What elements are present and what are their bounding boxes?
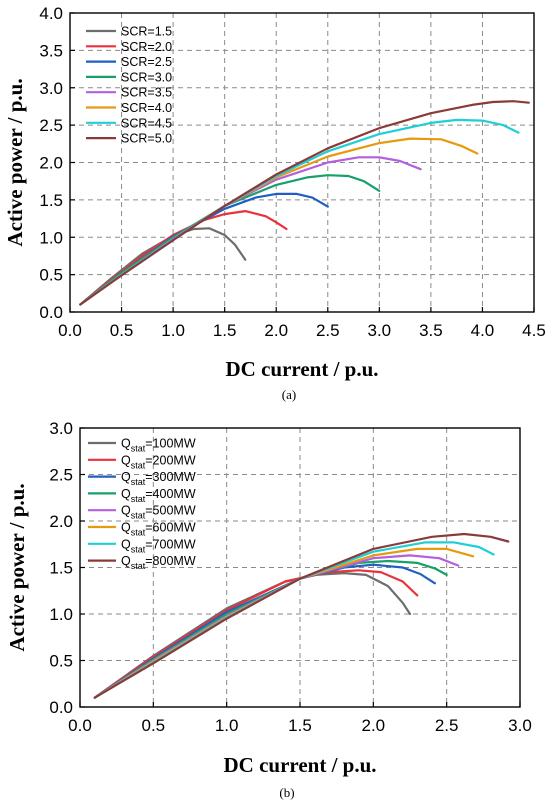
x-tick-label: 1.5 [288,716,312,735]
series-line-4 [93,559,448,699]
legend-label-7: Qstat=700MW [121,537,196,554]
x-axis-title: DC current / p.u. [223,753,376,777]
x-tick-label: 1.5 [213,321,237,340]
y-tick-label: 1.0 [39,228,63,247]
series-line-6 [93,547,475,699]
y-tick-label: 1.0 [49,605,73,624]
x-tick-label: 3.5 [419,321,443,340]
legend-label-1: Qstat=100MW [121,437,196,454]
x-axis-title: DC current / p.u. [225,357,378,381]
x-tick-label: 3.0 [368,321,392,340]
y-tick-label: 0.0 [39,303,63,322]
legend-label-5: Qstat=500MW [121,504,196,521]
legend-label-1: SCR=1.5 [121,25,172,39]
legend-label-7: SCR=4.5 [121,116,172,130]
chart-a: 0.0 0.5 1.0 1.5 2.0 2.5 3.0 3.5 4.0 4.5 0.0 0.5 1.0 1… [3,4,546,402]
y-axis-title: Active power / p.u. [5,483,29,651]
series-line-3 [79,192,329,306]
x-tick-label: 1.0 [161,321,185,340]
series-line-8 [79,100,530,306]
y-tick-label: 2.0 [39,154,63,173]
series-line-7 [79,118,520,306]
legend: SCR=1.5SCR=2.0SCR=2.5SCR=3.0SCR=3.5SCR=4… [86,25,172,146]
x-tick-label: 0.5 [110,321,134,340]
y-tick-label: 1.5 [49,559,73,578]
legend-label-3: Qstat=300MW [121,470,196,487]
y-tick-label: 2.5 [39,116,63,135]
figure-caption: (b) [279,785,294,800]
legend-label-4: SCR=3.0 [121,70,172,84]
legend: Qstat=100MWQstat=200MWQstat=300MWQstat=4… [88,437,196,571]
series-line-6 [79,137,479,306]
y-tick-label: 0.0 [49,698,73,717]
y-tick-label: 2.0 [49,512,73,531]
x-tick-label: 2.0 [362,716,386,735]
x-tick-label: 3.0 [508,716,532,735]
series-line-2 [93,569,419,699]
x-tick-label: 0.0 [68,716,92,735]
x-tick-label: 1.0 [215,716,239,735]
x-tick-label: 0.5 [142,716,166,735]
y-tick-label: 3.0 [39,79,63,98]
y-tick-label: 3.0 [49,419,73,438]
x-tick-label: 2.5 [435,716,459,735]
legend-label-6: SCR=4.0 [121,101,172,115]
series-line-5 [93,554,460,699]
y-tick-label: 1.5 [39,191,63,210]
x-tick-label: 4.5 [522,321,546,340]
y-tick-label: 0.5 [39,266,63,285]
y-tick-label: 3.5 [39,41,63,60]
series-line-1 [79,227,247,306]
series-line-5 [79,156,422,306]
series-line-4 [79,174,381,306]
figure-caption: (a) [282,387,296,402]
series-line-1 [93,571,412,699]
chart-b: 0.0 0.5 1.0 1.5 2.0 2.5 3.0 0.0 0.5 1.0 1.5 2.0 2.5 3… [5,419,532,800]
legend-label-8: SCR=5.0 [121,132,172,146]
legend-label-4: Qstat=400MW [121,487,196,504]
legend-label-2: Qstat=200MW [121,453,196,470]
x-tick-label: 4.0 [471,321,495,340]
legend-label-6: Qstat=600MW [121,521,196,538]
legend-label-2: SCR=2.0 [121,40,172,54]
legend-label-8: Qstat=800MW [121,554,196,571]
x-tick-label: 2.0 [264,321,288,340]
y-tick-label: 2.5 [49,466,73,485]
y-tick-label: 0.5 [49,652,73,671]
series-line-8 [93,532,510,699]
series-line-2 [79,210,288,306]
legend-label-3: SCR=2.5 [121,55,172,69]
legend-label-5: SCR=3.5 [121,86,172,100]
x-tick-label: 0.0 [58,321,82,340]
y-tick-label: 4.0 [39,4,63,23]
x-tick-label: 2.5 [316,321,340,340]
y-axis-title: Active power / p.u. [3,78,27,246]
